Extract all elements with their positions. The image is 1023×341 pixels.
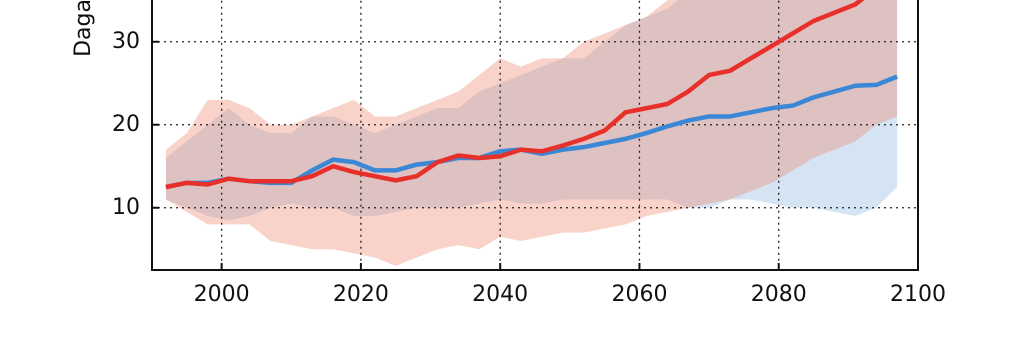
y-tick-label: 20 [112,112,140,137]
x-tick-label: 2080 [751,282,807,307]
x-tick-label: 2060 [611,282,667,307]
y-axis-label: Dagar [71,0,96,57]
line [165,0,865,190]
bands [165,0,898,266]
x-tick-label: 2040 [472,282,528,307]
lines [165,0,898,190]
axis-frame [151,0,919,271]
y-tick-label: 30 [112,29,140,54]
y-tick-label: 10 [112,195,140,220]
x-tick-label: 2000 [194,282,250,307]
band [165,0,898,221]
band [165,0,898,266]
x-tick-label: 2020 [333,282,389,307]
x-tick-label: 2100 [890,282,946,307]
grid: 10 20 30 2000 2020 2040 2060 2080 2100 [112,0,946,307]
